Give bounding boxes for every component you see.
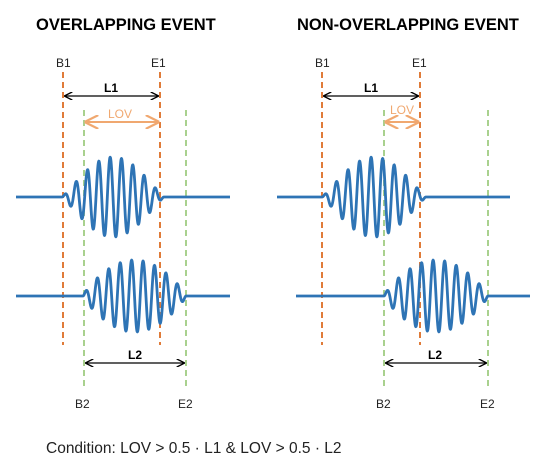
event-1-waveform bbox=[16, 155, 230, 239]
l2-label: L2 bbox=[428, 348, 442, 362]
e1-label: E1 bbox=[151, 56, 166, 70]
l1-label: L1 bbox=[104, 81, 118, 95]
event-2-waveform bbox=[296, 258, 530, 334]
e2-label: E2 bbox=[178, 397, 193, 411]
panel-title: NON-OVERLAPPING EVENT bbox=[297, 16, 519, 34]
lov-label: LOV bbox=[390, 103, 414, 117]
event-2-waveform bbox=[16, 258, 230, 334]
b1-label: B1 bbox=[56, 56, 71, 70]
condition-text: Condition: LOV > 0.5 · L1 & LOV > 0.5 · … bbox=[46, 440, 342, 457]
panel-non-overlapping: NON-OVERLAPPING EVENT B1 E1 L1 LOV L2 B2… bbox=[277, 16, 530, 411]
b2-label: B2 bbox=[376, 397, 391, 411]
e2-label: E2 bbox=[480, 397, 495, 411]
b1-label: B1 bbox=[315, 56, 330, 70]
panel-title: OVERLAPPING EVENT bbox=[36, 16, 216, 34]
b2-label: B2 bbox=[75, 397, 90, 411]
l1-label: L1 bbox=[364, 81, 378, 95]
l2-label: L2 bbox=[128, 348, 142, 362]
event-1-waveform bbox=[277, 155, 510, 239]
panel-overlapping: OVERLAPPING EVENT B1 E1 L1 LOV L2 B2 E2 bbox=[16, 16, 230, 411]
e1-label: E1 bbox=[412, 56, 427, 70]
lov-label: LOV bbox=[108, 107, 132, 121]
